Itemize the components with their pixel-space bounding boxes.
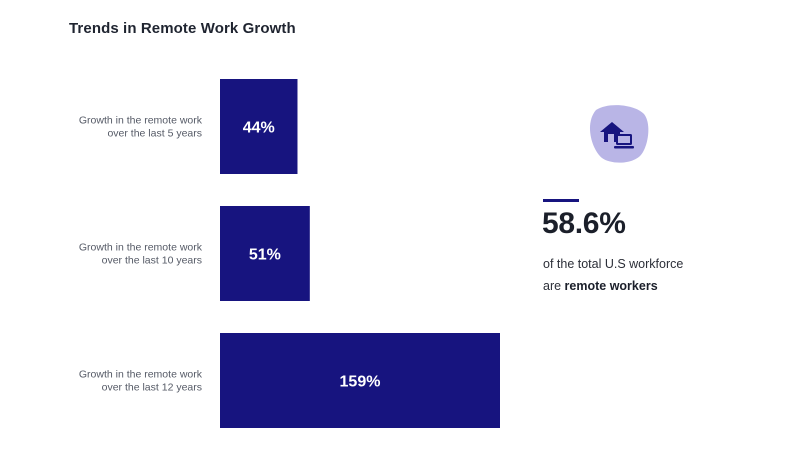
category-label-1-line-2: over the last 5 years — [107, 128, 202, 140]
bar-1 — [220, 79, 298, 174]
stat-bold-text: remote workers — [564, 279, 658, 293]
bar-value-label-1: 44% — [243, 120, 275, 137]
category-label-1-line-1: Growth in the remote work — [79, 115, 203, 127]
category-label-2-line-2: over the last 10 years — [102, 255, 202, 267]
bar-3 — [220, 333, 500, 428]
chart-title: Trends in Remote Work Growth — [69, 20, 296, 37]
bar-value-label-2: 51% — [249, 247, 281, 264]
bar-2 — [220, 206, 310, 301]
home-office-icon — [586, 104, 650, 164]
category-label-3-line-1: Growth in the remote work — [79, 369, 203, 381]
category-label-3-line-2: over the last 12 years — [102, 382, 202, 394]
stat-description: of the total U.S workforce are remote wo… — [543, 253, 693, 297]
category-label-2-line-1: Growth in the remote work — [79, 242, 203, 254]
stat-divider — [543, 199, 579, 202]
stat-text: of the total U.S workforce are — [543, 257, 684, 293]
bar-value-label-3: 159% — [340, 374, 381, 391]
stat-value: 58.6% — [542, 207, 626, 240]
